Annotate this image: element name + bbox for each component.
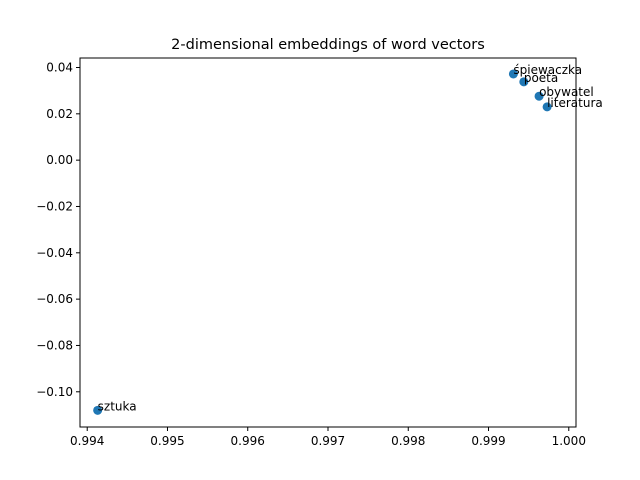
scatter-point bbox=[508, 69, 518, 79]
scatter-point bbox=[534, 91, 544, 101]
scatter-point bbox=[519, 77, 529, 87]
x-tick-label: 0.994 bbox=[70, 434, 104, 448]
plot-area: 0.994 0.995 0.996 0.997 0.998 0.999 1.000 0.04 0… bbox=[36, 60, 603, 448]
point-label: obywatel bbox=[539, 85, 594, 99]
axes-frame bbox=[79, 57, 577, 428]
point-label: poeta bbox=[524, 71, 558, 85]
y-tick-label: −0.10 bbox=[36, 385, 73, 399]
point-label: śpiewaczka bbox=[513, 63, 582, 77]
point-label: sztuka bbox=[98, 399, 137, 413]
y-tick-label: −0.04 bbox=[36, 246, 73, 260]
x-tick-label: 0.995 bbox=[150, 434, 184, 448]
y-tick-label: 0.04 bbox=[46, 60, 73, 74]
y-tick-label: 0.02 bbox=[46, 107, 73, 121]
scatter-point bbox=[93, 405, 103, 415]
x-tick-label: 0.999 bbox=[471, 434, 505, 448]
x-tick-label: 0.998 bbox=[391, 434, 425, 448]
y-tick-label: −0.06 bbox=[36, 292, 73, 306]
point-label: literatura bbox=[547, 96, 603, 110]
chart-title: 2-dimensional embeddings of word vectors bbox=[171, 37, 485, 53]
x-tick-label: 0.997 bbox=[311, 434, 345, 448]
x-tick-label: 0.996 bbox=[231, 434, 265, 448]
y-tick-label: −0.02 bbox=[36, 199, 73, 213]
x-tick-label: 1.000 bbox=[552, 434, 586, 448]
y-tick-label: 0.00 bbox=[46, 153, 73, 167]
y-tick-label: −0.08 bbox=[36, 338, 73, 352]
scatter-point bbox=[542, 102, 552, 112]
